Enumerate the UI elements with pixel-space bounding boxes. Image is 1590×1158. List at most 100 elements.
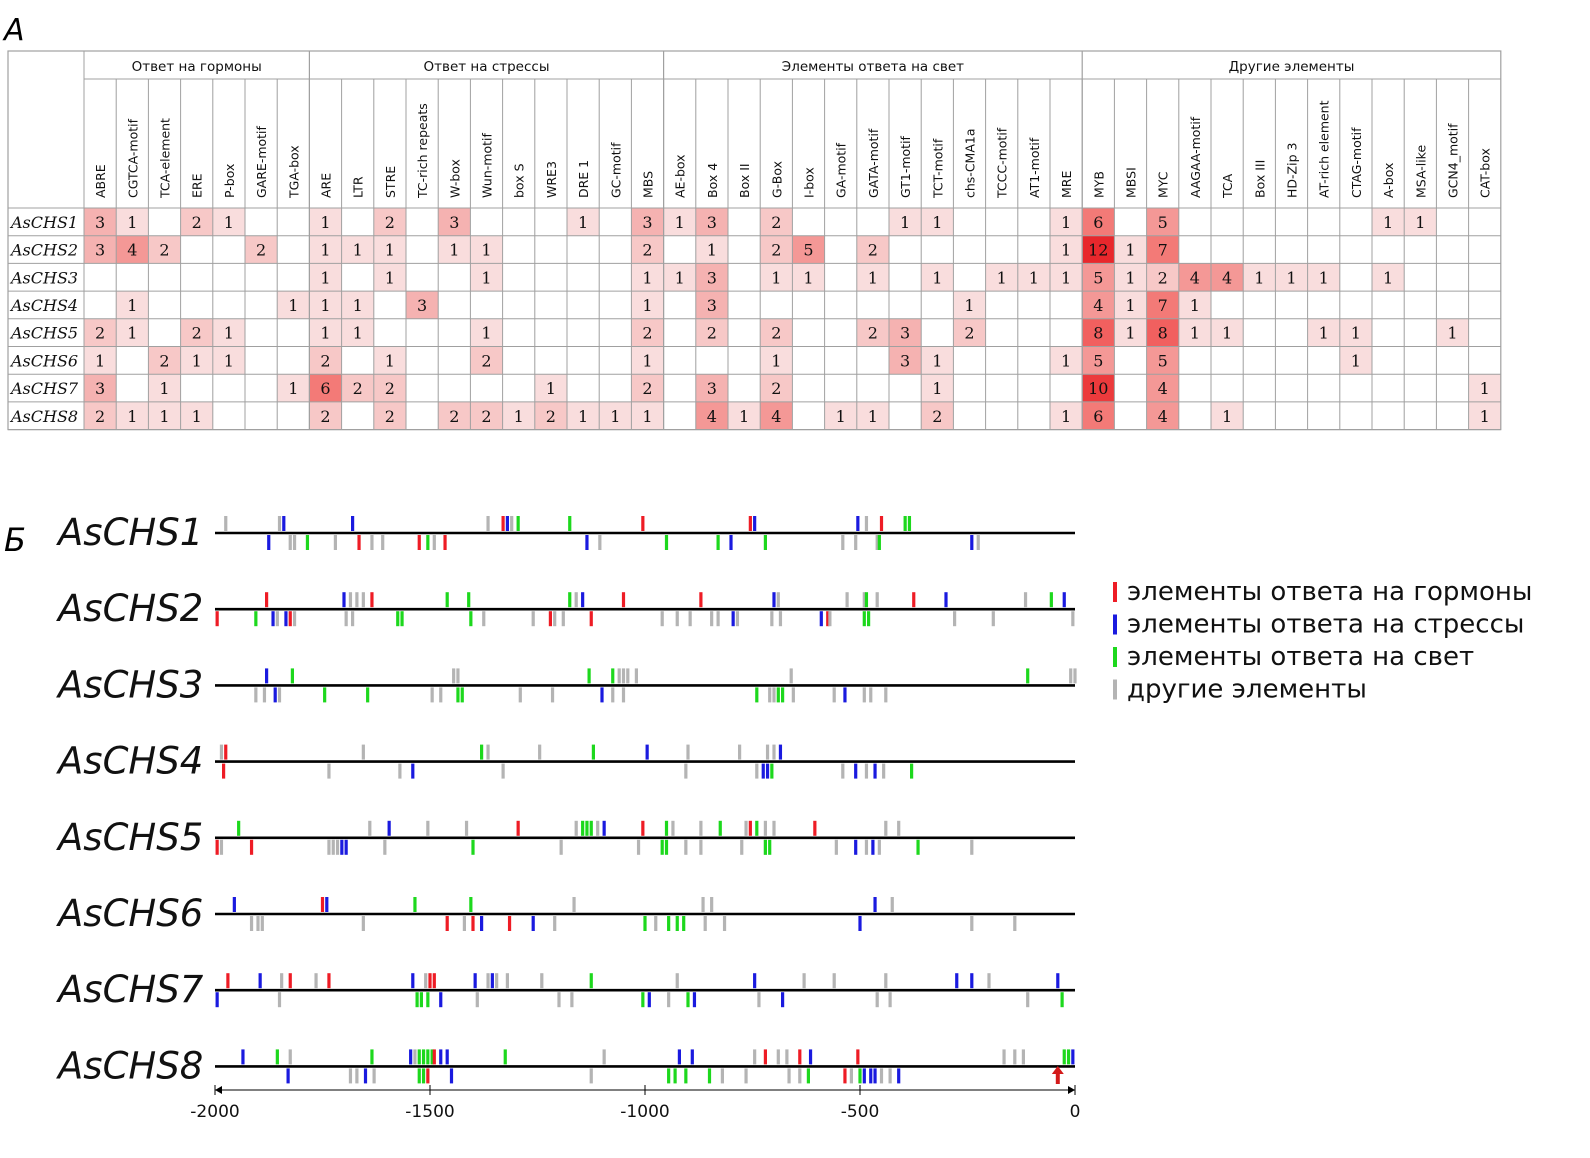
other-element-mark [684, 839, 688, 855]
cell-value: 1 [385, 268, 395, 287]
cell-value: 1 [127, 324, 137, 343]
other-element-mark [426, 820, 430, 836]
other-element-mark [684, 763, 688, 779]
stress-element-mark [267, 535, 271, 550]
other-element-mark [862, 687, 866, 703]
stress-element-mark [897, 1068, 901, 1084]
column-header: MBSI [1124, 167, 1139, 198]
cell-value: 3 [95, 379, 105, 398]
stress-element-mark [273, 687, 277, 703]
hormone-element-mark [417, 535, 421, 550]
cell-value: 1 [932, 351, 942, 370]
cell-value: 1 [159, 379, 169, 398]
cell-value: 1 [771, 351, 781, 370]
heat-cell [889, 208, 922, 236]
heat-cell [148, 346, 181, 375]
other-element-mark [486, 516, 490, 531]
stress-element-mark [944, 592, 948, 608]
heat-cell [631, 263, 664, 292]
column-header: MYC [1156, 171, 1171, 198]
hormone-element-mark [327, 973, 331, 989]
other-element-mark [355, 592, 359, 608]
cell-value: 2 [95, 407, 105, 426]
other-element-mark [344, 611, 348, 627]
other-element-mark [589, 1068, 593, 1084]
other-element-mark [219, 744, 224, 760]
light-element-mark [684, 1068, 688, 1084]
other-element-mark [1013, 916, 1017, 931]
other-element-mark [722, 916, 727, 931]
cell-value: 1 [1480, 407, 1490, 426]
legend-swatch [1113, 679, 1117, 700]
light-element-mark [643, 916, 647, 931]
cell-value: 1 [1254, 268, 1264, 287]
heat-cell [373, 374, 406, 402]
heat-cell [1178, 318, 1211, 347]
heat-cell [1114, 318, 1147, 347]
heat-cell [406, 291, 439, 319]
other-element-mark [540, 973, 544, 989]
cell-value: 1 [1319, 268, 1329, 287]
light-element-mark [763, 535, 767, 550]
light-element-mark [415, 992, 419, 1008]
heat-cell [309, 291, 342, 319]
cell-value: 1 [675, 213, 685, 232]
cell-value: 2 [642, 379, 652, 398]
light-element-mark [910, 763, 914, 779]
column-header: TCT-motif [930, 138, 945, 199]
heat-cell [309, 346, 342, 375]
other-element-mark [538, 744, 542, 760]
cell-value: 5 [1093, 268, 1103, 287]
cell-value: 2 [707, 324, 717, 343]
stress-element-mark [819, 611, 823, 627]
column-header: GA-motif [834, 142, 849, 198]
heat-cell [277, 374, 310, 402]
cell-value: 2 [159, 241, 169, 260]
stress-element-mark [271, 611, 275, 627]
cell-value: 12 [1088, 241, 1108, 260]
heat-cell [438, 235, 471, 264]
cell-value: 1 [1319, 324, 1329, 343]
cell-value: 8 [1093, 324, 1103, 343]
stress-element-mark [692, 992, 697, 1008]
other-element-mark [262, 687, 267, 703]
heat-cell [277, 291, 310, 319]
cell-value: 3 [449, 213, 459, 232]
stress-element-mark [645, 744, 649, 760]
column-header: AT-rich element [1317, 100, 1332, 198]
other-element-mark [802, 973, 806, 989]
cell-value: 2 [320, 351, 330, 370]
promoter-track: AsCHS7 [56, 968, 1075, 1011]
other-element-mark [778, 611, 783, 627]
column-header: MYB [1091, 171, 1106, 198]
cell-value: 1 [1029, 268, 1039, 287]
column-header: TCCC-motif [995, 127, 1010, 199]
light-element-mark [675, 916, 679, 931]
heat-cell [1372, 208, 1405, 236]
other-element-mark [953, 611, 957, 627]
other-element-mark [753, 1049, 757, 1065]
other-element-mark [424, 973, 428, 989]
light-element-mark [806, 1068, 810, 1084]
light-element-mark [862, 611, 866, 627]
other-element-mark [667, 992, 671, 1008]
other-element-mark [744, 820, 748, 836]
other-element-mark [991, 611, 995, 627]
cell-value: 1 [320, 296, 330, 315]
other-element-mark [798, 1068, 802, 1084]
heat-cell [1211, 318, 1244, 347]
other-element-mark [740, 839, 744, 855]
heat-cell [792, 263, 825, 292]
other-element-mark [501, 763, 505, 779]
cell-value: 1 [675, 268, 685, 287]
other-element-mark [292, 611, 297, 627]
light-element-mark [290, 668, 294, 684]
hormone-element-mark [215, 611, 219, 627]
column-header: GATA-motif [866, 128, 881, 198]
column-header: GARE-motif [254, 125, 269, 198]
hormone-element-mark [826, 611, 830, 627]
other-element-mark [553, 916, 557, 931]
heat-cell [212, 318, 245, 347]
gene-label: AsCHS8 [56, 1044, 203, 1087]
light-element-mark [641, 992, 645, 1008]
